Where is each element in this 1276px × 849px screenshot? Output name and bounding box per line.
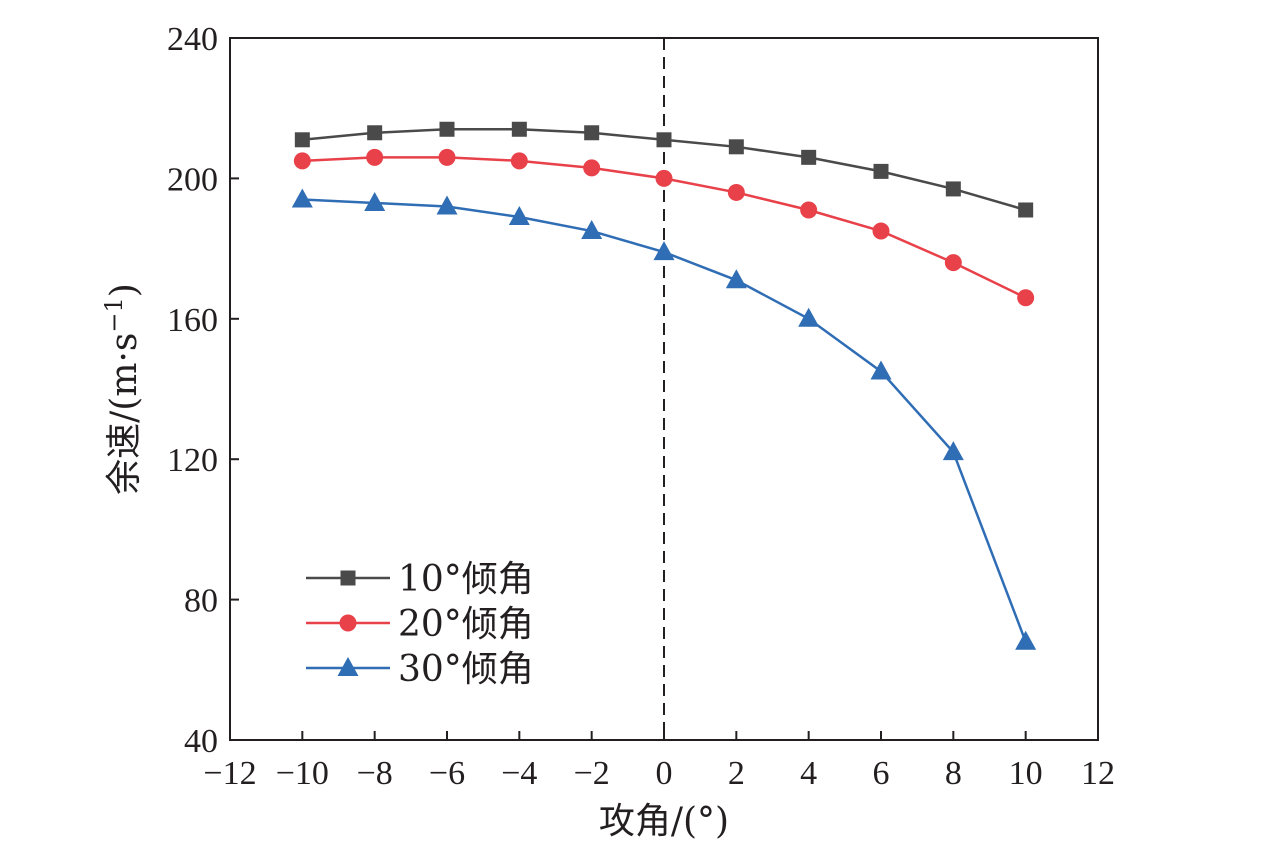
- y-axis-title-superscript: −1: [100, 297, 128, 332]
- data-point: [291, 188, 313, 208]
- y-tick-label: 240: [167, 21, 218, 58]
- x-tick-label: 2: [728, 755, 745, 792]
- legend-label: 30°倾角: [398, 649, 534, 690]
- data-point: [944, 254, 962, 272]
- legend-marker: [340, 570, 356, 586]
- data-point: [584, 125, 600, 141]
- y-tick-label: 160: [167, 302, 218, 339]
- data-point: [798, 307, 820, 327]
- data-point: [727, 183, 745, 201]
- x-tick-label: −12: [203, 755, 256, 792]
- x-axis-title: 攻角/(°): [599, 801, 729, 842]
- data-point: [1017, 289, 1035, 307]
- legend-entry-2: 20°倾角: [306, 604, 534, 645]
- x-tick-label: −2: [574, 755, 610, 792]
- series-3: [291, 188, 1037, 650]
- x-tick-label: 12: [1081, 755, 1115, 792]
- data-point: [945, 181, 961, 197]
- data-point: [366, 148, 384, 166]
- data-point: [293, 152, 311, 170]
- y-axis-title-main: 余速/(m·s: [104, 333, 145, 495]
- x-tick-label: 0: [656, 755, 673, 792]
- data-point: [872, 222, 890, 240]
- data-point: [439, 121, 455, 137]
- data-point: [725, 269, 747, 289]
- data-point: [800, 201, 818, 219]
- data-point: [436, 195, 458, 215]
- x-tick-label: −10: [276, 755, 329, 792]
- data-point: [1015, 630, 1037, 650]
- data-point: [511, 121, 527, 137]
- y-axis-title: 余速/(m·s−1): [100, 283, 145, 495]
- x-tick-label: −4: [501, 755, 537, 792]
- data-point: [364, 191, 386, 211]
- data-point: [508, 206, 530, 226]
- data-point: [581, 220, 603, 240]
- legend-entry-1: 10°倾角: [306, 559, 534, 600]
- legend-marker: [337, 657, 359, 676]
- data-point: [1018, 202, 1034, 218]
- y-axis-title-close: ): [104, 283, 145, 297]
- legend-label: 20°倾角: [398, 604, 534, 645]
- data-point: [583, 159, 601, 177]
- series-1: [294, 121, 1034, 218]
- data-point: [438, 148, 456, 166]
- series-2: [293, 148, 1035, 307]
- y-tick-label: 80: [184, 583, 218, 620]
- legend-label: 10°倾角: [398, 559, 534, 600]
- x-tick-label: −6: [429, 755, 465, 792]
- data-point: [294, 132, 310, 148]
- legend-entry-3: 30°倾角: [306, 649, 534, 690]
- y-tick-label: 200: [167, 161, 218, 198]
- data-point: [367, 125, 383, 141]
- data-point: [942, 441, 964, 461]
- y-tick-label: 40: [184, 723, 218, 760]
- data-point: [510, 152, 528, 170]
- x-tick-label: 4: [800, 755, 817, 792]
- x-tick-label: −8: [357, 755, 393, 792]
- x-tick-label: 8: [945, 755, 962, 792]
- data-point: [656, 132, 672, 148]
- data-point: [728, 139, 744, 155]
- data-point: [655, 169, 673, 187]
- x-tick-label: 6: [873, 755, 890, 792]
- data-point: [653, 241, 675, 261]
- y-tick-label: 120: [167, 442, 218, 479]
- data-point: [873, 163, 889, 179]
- legend-marker: [339, 614, 357, 632]
- x-tick-label: 10: [1009, 755, 1043, 792]
- data-point: [870, 360, 892, 380]
- data-point: [801, 149, 817, 165]
